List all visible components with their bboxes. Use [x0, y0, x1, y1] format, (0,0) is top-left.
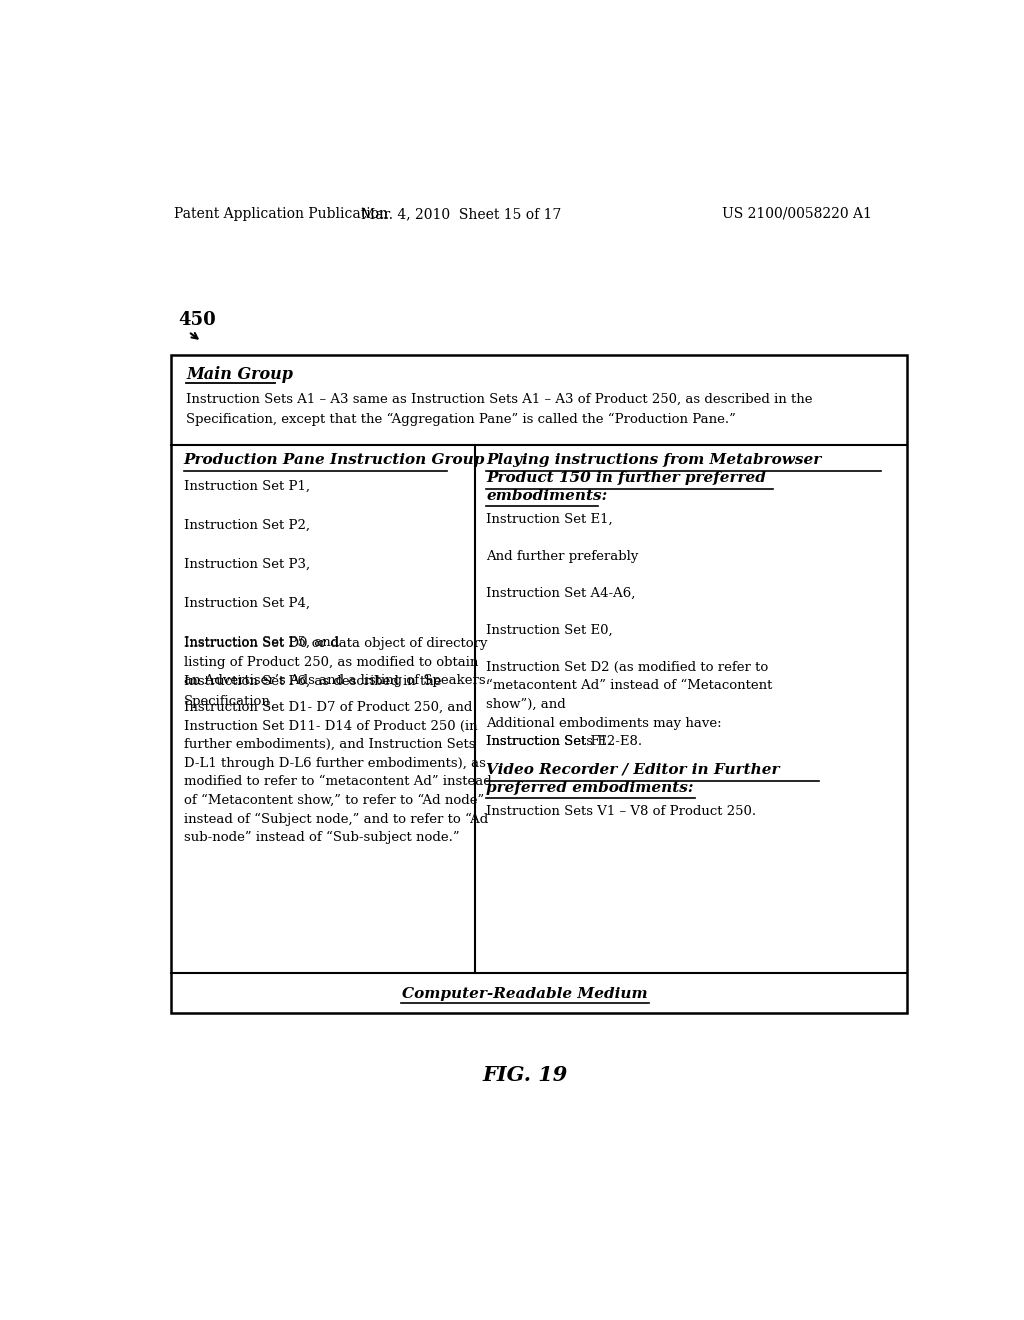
- Text: FIG. 19: FIG. 19: [482, 1065, 567, 1085]
- Text: Instruction Sets V1 – V8 of Product 250.: Instruction Sets V1 – V8 of Product 250.: [486, 805, 756, 818]
- Text: Instruction Set D1- D7 of Product 250, and
Instruction Set D11- D14 of Product 2: Instruction Set D1- D7 of Product 250, a…: [183, 701, 492, 845]
- Text: Instruction Set P1,

Instruction Set P2,

Instruction Set P3,

Instruction Set P: Instruction Set P1, Instruction Set P2, …: [183, 480, 441, 708]
- Text: preferred embodiments:: preferred embodiments:: [486, 780, 693, 795]
- Text: Instruction Set E1,

And further preferably

Instruction Set A4-A6,

Instruction: Instruction Set E1, And further preferab…: [486, 512, 772, 747]
- Text: embodiments:: embodiments:: [486, 488, 607, 503]
- Text: 450: 450: [178, 312, 216, 329]
- Text: Playing instructions from Metabrowser: Playing instructions from Metabrowser: [486, 453, 821, 467]
- Text: Video Recorder / Editor in Further: Video Recorder / Editor in Further: [486, 763, 779, 777]
- Bar: [171, 355, 907, 1014]
- Text: Instruction Set D0 or data object of directory
listing of Product 250, as modifi: Instruction Set D0 or data object of dir…: [183, 638, 489, 688]
- Text: Additional embodiments may have:
Instruction Sets E2-E8.: Additional embodiments may have: Instruc…: [486, 717, 722, 748]
- Text: Mar. 4, 2010  Sheet 15 of 17: Mar. 4, 2010 Sheet 15 of 17: [361, 207, 561, 220]
- Text: Patent Application Publication: Patent Application Publication: [174, 207, 389, 220]
- Text: Instruction Sets A1 – A3 same as Instruction Sets A1 – A3 of Product 250, as des: Instruction Sets A1 – A3 same as Instruc…: [186, 393, 813, 425]
- Text: Main Group: Main Group: [186, 367, 293, 383]
- Text: Computer-Readable Medium: Computer-Readable Medium: [402, 987, 647, 1001]
- Text: Product 150 in further preferred: Product 150 in further preferred: [486, 471, 766, 484]
- Text: Production Pane Instruction Group: Production Pane Instruction Group: [183, 453, 485, 467]
- Text: US 2100/0058220 A1: US 2100/0058220 A1: [722, 207, 872, 220]
